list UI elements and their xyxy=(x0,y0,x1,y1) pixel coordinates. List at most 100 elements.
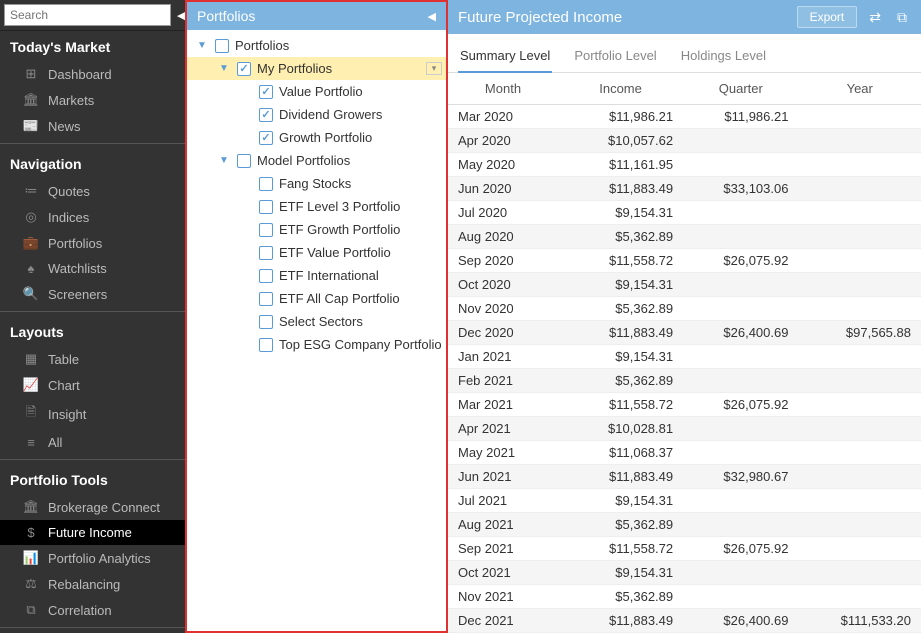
nav-item-label: Brokerage Connect xyxy=(48,500,160,515)
tree-row-etf-international[interactable]: ▶ETF International xyxy=(187,264,446,287)
table-row[interactable]: Nov 2020$5,362.89 xyxy=(448,297,921,321)
tree-row-select-sectors[interactable]: ▶Select Sectors xyxy=(187,310,446,333)
column-header[interactable]: Quarter xyxy=(683,73,798,105)
cell-quarter: $32,980.67 xyxy=(683,465,798,489)
search-input[interactable] xyxy=(4,4,171,26)
nav-item-news[interactable]: 📰News xyxy=(0,113,185,139)
tree-checkbox[interactable] xyxy=(259,177,273,191)
tree-row-etf-value-portfolio[interactable]: ▶ETF Value Portfolio xyxy=(187,241,446,264)
export-button[interactable]: Export xyxy=(797,6,858,28)
table-row[interactable]: Mar 2020$11,986.21$11,986.21 xyxy=(448,105,921,129)
tree-checkbox[interactable] xyxy=(259,200,273,214)
nav-item-insight[interactable]: 🗎Insight xyxy=(0,398,185,430)
table-row[interactable]: Jan 2021$9,154.31 xyxy=(448,345,921,369)
nav-item-future-income[interactable]: $Future Income xyxy=(0,520,185,545)
table-row[interactable]: Jun 2021$11,883.49$32,980.67 xyxy=(448,465,921,489)
tree-checkbox[interactable] xyxy=(215,39,229,53)
column-header[interactable]: Year xyxy=(798,73,921,105)
cell-income: $9,154.31 xyxy=(558,489,683,513)
table-row[interactable]: Oct 2020$9,154.31 xyxy=(448,273,921,297)
tree-checkbox[interactable] xyxy=(259,315,273,329)
tree-checkbox[interactable] xyxy=(237,154,251,168)
tab-holdings-level[interactable]: Holdings Level xyxy=(679,42,768,72)
nav-item-all[interactable]: ≡All xyxy=(0,430,185,455)
nav-item-markets[interactable]: 🏛Markets xyxy=(0,87,185,113)
tree-row-etf-growth-portfolio[interactable]: ▶ETF Growth Portfolio xyxy=(187,218,446,241)
tree-checkbox[interactable] xyxy=(259,338,273,352)
tree-row-fang-stocks[interactable]: ▶Fang Stocks xyxy=(187,172,446,195)
nav-item-quotes[interactable]: ≔Quotes xyxy=(0,178,185,204)
table-row[interactable]: Dec 2020$11,883.49$26,400.69$97,565.88 xyxy=(448,321,921,345)
tree-label: Select Sectors xyxy=(279,312,442,331)
tree-row-growth-portfolio[interactable]: ▶✓Growth Portfolio xyxy=(187,126,446,149)
rebalancing-icon: ⚖ xyxy=(22,576,40,592)
table-row[interactable]: May 2020$11,161.95 xyxy=(448,153,921,177)
cell-month: Mar 2021 xyxy=(448,393,558,417)
swap-icon[interactable]: ⇄ xyxy=(865,9,885,26)
tree-toggle-icon[interactable]: ▼ xyxy=(217,155,231,166)
tree-checkbox[interactable]: ✓ xyxy=(259,85,273,99)
nav-item-label: Portfolios xyxy=(48,236,102,251)
sidebar-collapse-icon[interactable]: ◀ xyxy=(171,9,185,22)
cell-quarter xyxy=(683,153,798,177)
table-row[interactable]: Feb 2021$5,362.89 xyxy=(448,369,921,393)
table-row[interactable]: Nov 2021$5,362.89 xyxy=(448,585,921,609)
cell-year xyxy=(798,537,921,561)
tree-checkbox[interactable] xyxy=(259,223,273,237)
nav-item-chart[interactable]: 📈Chart xyxy=(0,372,185,398)
nav-item-brokerage-connect[interactable]: 🏛Brokerage Connect xyxy=(0,494,185,520)
tree-checkbox[interactable] xyxy=(259,269,273,283)
tab-portfolio-level[interactable]: Portfolio Level xyxy=(572,42,658,72)
tree-checkbox[interactable] xyxy=(259,246,273,260)
table-row[interactable]: Aug 2020$5,362.89 xyxy=(448,225,921,249)
tree-row-top-esg-company-portfolio[interactable]: ▶Top ESG Company Portfolio xyxy=(187,333,446,356)
table-row[interactable]: Oct 2021$9,154.31 xyxy=(448,561,921,585)
table-row[interactable]: Sep 2020$11,558.72$26,075.92 xyxy=(448,249,921,273)
table-row[interactable]: Dec 2021$11,883.49$26,400.69$111,533.20 xyxy=(448,609,921,633)
table-row[interactable]: Apr 2021$10,028.81 xyxy=(448,417,921,441)
table-row[interactable]: Jun 2020$11,883.49$33,103.06 xyxy=(448,177,921,201)
nav-item-screeners[interactable]: 🔍Screeners xyxy=(0,281,185,307)
tree-toggle-icon[interactable]: ▼ xyxy=(217,63,231,74)
table-wrap[interactable]: MonthIncomeQuarterYear Mar 2020$11,986.2… xyxy=(448,73,921,633)
tree-toggle-icon[interactable]: ▼ xyxy=(195,40,209,51)
table-row[interactable]: Sep 2021$11,558.72$26,075.92 xyxy=(448,537,921,561)
tree-checkbox[interactable]: ✓ xyxy=(237,62,251,76)
nav-item-correlation[interactable]: ⧉Correlation xyxy=(0,597,185,623)
table-row[interactable]: Apr 2020$10,057.62 xyxy=(448,129,921,153)
column-header[interactable]: Income xyxy=(558,73,683,105)
tree-row-etf-level-3-portfolio[interactable]: ▶ETF Level 3 Portfolio xyxy=(187,195,446,218)
nav-item-dashboard[interactable]: ⊞Dashboard xyxy=(0,61,185,87)
table-row[interactable]: Jul 2020$9,154.31 xyxy=(448,201,921,225)
table-row[interactable]: Aug 2021$5,362.89 xyxy=(448,513,921,537)
tree-label: Growth Portfolio xyxy=(279,128,442,147)
nav-item-rebalancing[interactable]: ⚖Rebalancing xyxy=(0,571,185,597)
tree-row-dividend-growers[interactable]: ▶✓Dividend Growers xyxy=(187,103,446,126)
nav-item-label: Portfolio Analytics xyxy=(48,551,151,566)
tree-row-value-portfolio[interactable]: ▶✓Value Portfolio xyxy=(187,80,446,103)
tree-label: Value Portfolio xyxy=(279,82,442,101)
table-row[interactable]: Mar 2021$11,558.72$26,075.92 xyxy=(448,393,921,417)
tab-summary-level[interactable]: Summary Level xyxy=(458,42,552,73)
tree-row-model-portfolios[interactable]: ▼Model Portfolios xyxy=(187,149,446,172)
news-icon: 📰 xyxy=(22,118,40,134)
tree-row-my-portfolios[interactable]: ▼✓My Portfolios▾ xyxy=(187,57,446,80)
tree-menu-icon[interactable]: ▾ xyxy=(426,62,442,75)
tree-checkbox[interactable] xyxy=(259,292,273,306)
tree-checkbox[interactable]: ✓ xyxy=(259,131,273,145)
table-row[interactable]: Jul 2021$9,154.31 xyxy=(448,489,921,513)
nav-item-portfolios[interactable]: 💼Portfolios xyxy=(0,230,185,256)
cell-month: Apr 2021 xyxy=(448,417,558,441)
tree-row-portfolios[interactable]: ▼Portfolios xyxy=(187,34,446,57)
tree-label: Dividend Growers xyxy=(279,105,442,124)
nav-item-table[interactable]: ▦Table xyxy=(0,346,185,372)
tree-checkbox[interactable]: ✓ xyxy=(259,108,273,122)
nav-item-watchlists[interactable]: ♠Watchlists xyxy=(0,256,185,281)
popout-icon[interactable]: ⧉ xyxy=(893,9,911,26)
portfolios-collapse-icon[interactable]: ◀ xyxy=(428,10,436,23)
nav-item-indices[interactable]: ◎Indices xyxy=(0,204,185,230)
tree-row-etf-all-cap-portfolio[interactable]: ▶ETF All Cap Portfolio xyxy=(187,287,446,310)
nav-item-portfolio-analytics[interactable]: 📊Portfolio Analytics xyxy=(0,545,185,571)
column-header[interactable]: Month xyxy=(448,73,558,105)
table-row[interactable]: May 2021$11,068.37 xyxy=(448,441,921,465)
